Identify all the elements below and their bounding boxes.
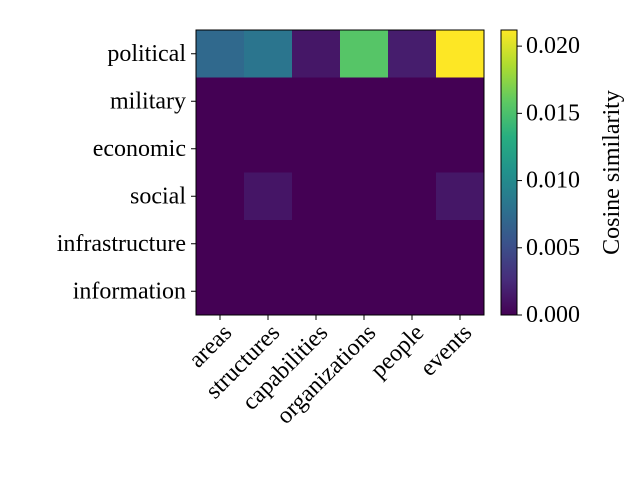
heatmap-cell-social-areas xyxy=(196,172,245,221)
x-tick-label-events: events xyxy=(415,320,477,382)
heatmap-cell-military-events xyxy=(436,77,485,126)
heatmap-cell-economic-events xyxy=(436,125,485,173)
heatmap-cell-political-areas xyxy=(196,30,245,78)
x-tick-label-people: people xyxy=(366,320,430,384)
y-tick-label-military: military xyxy=(110,88,186,114)
heatmap-cell-infrastructure-events xyxy=(436,220,485,268)
colorbar-label: Cosine similarity xyxy=(599,90,625,255)
heatmap-cell-information-people xyxy=(388,267,437,316)
heatmap-cell-economic-organizations xyxy=(340,125,389,173)
heatmap-cell-information-events xyxy=(436,267,485,316)
heatmap-cell-military-areas xyxy=(196,77,245,126)
colorbar-tick-label: 0.005 xyxy=(526,235,580,261)
heatmap-cell-military-organizations xyxy=(340,77,389,126)
y-tick-label-social: social xyxy=(130,183,186,209)
colorbar-tick-label: 0.000 xyxy=(526,302,580,328)
heatmap-cell-political-people xyxy=(388,30,437,78)
colorbar-tick-label: 0.010 xyxy=(526,168,580,194)
heatmap-cells xyxy=(196,30,485,316)
heatmap-frame xyxy=(195,29,485,316)
heatmap-cell-economic-structures xyxy=(244,125,293,173)
heatmap-cell-social-structures xyxy=(244,172,293,221)
heatmap-cell-infrastructure-structures xyxy=(244,220,293,268)
y-tick-label-infrastructure: infrastructure xyxy=(57,231,186,257)
heatmap-cell-military-people xyxy=(388,77,437,126)
colorbar-tick-label: 0.020 xyxy=(526,33,580,59)
heatmap-cell-military-capabilities xyxy=(292,77,341,126)
heatmap-cell-infrastructure-people xyxy=(388,220,437,268)
heatmap-cell-information-capabilities xyxy=(292,267,341,316)
y-tick-label-political: political xyxy=(107,41,186,67)
y-axis-ticks: political military economic social infrastru… xyxy=(57,41,196,304)
heatmap-cell-political-capabilities xyxy=(292,30,341,78)
heatmap-cell-social-events xyxy=(436,172,485,221)
heatmap-cell-infrastructure-capabilities xyxy=(292,220,341,268)
heatmap-cell-economic-people xyxy=(388,125,437,173)
colorbar: 0.000 0.005 0.010 0.015 0.020 Cosine similari… xyxy=(500,29,625,328)
y-tick-label-economic: economic xyxy=(93,136,186,162)
heatmap-cell-political-organizations xyxy=(340,30,389,78)
heatmap-cell-social-capabilities xyxy=(292,172,341,221)
heatmap-cell-infrastructure-organizations xyxy=(340,220,389,268)
heatmap-cell-social-people xyxy=(388,172,437,221)
colorbar-tick-label: 0.015 xyxy=(526,100,580,126)
heatmap-cell-information-areas xyxy=(196,267,245,316)
plot-frame xyxy=(195,29,485,316)
heatmap-cell-economic-capabilities xyxy=(292,125,341,173)
heatmap-cell-political-structures xyxy=(244,30,293,78)
heatmap-cell-information-structures xyxy=(244,267,293,316)
heatmap-cell-political-events xyxy=(436,30,485,78)
heatmap-cell-information-organizations xyxy=(340,267,389,316)
y-tick-label-information: information xyxy=(73,278,186,304)
heatmap-cell-economic-areas xyxy=(196,125,245,173)
heatmap-cell-military-structures xyxy=(244,77,293,126)
heatmap-cell-infrastructure-areas xyxy=(196,220,245,268)
heatmap-cell-social-organizations xyxy=(340,172,389,221)
colorbar-gradient xyxy=(500,29,518,316)
x-axis-ticks: areasstructurescapabilitiesorganizations… xyxy=(184,315,477,429)
